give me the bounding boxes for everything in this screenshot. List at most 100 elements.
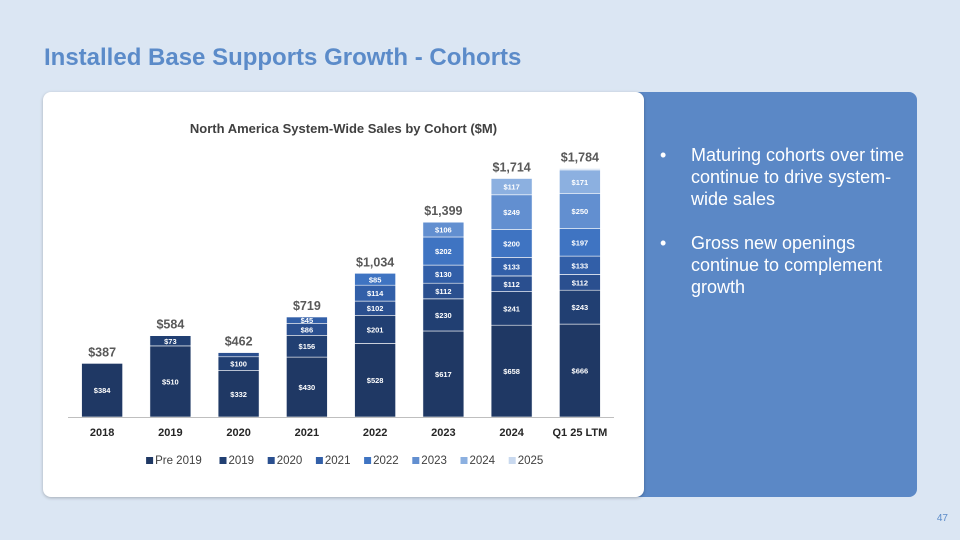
bullet-dot: • xyxy=(660,145,667,165)
legend-label: 2020 xyxy=(277,455,303,467)
bar-segment xyxy=(217,370,260,418)
legend-swatch xyxy=(267,457,275,464)
segment-label: $384 xyxy=(94,386,112,395)
legend-label: Pre 2019 xyxy=(155,455,202,467)
segment-label: $510 xyxy=(162,377,179,386)
segment-label: $666 xyxy=(572,367,589,376)
bar-segment xyxy=(559,168,601,171)
segment-label: $102 xyxy=(367,304,384,313)
segment-label: $249 xyxy=(503,208,520,217)
segment-label: $658 xyxy=(503,367,520,376)
segment-label: $332 xyxy=(230,390,247,399)
segment-label: $528 xyxy=(367,376,384,385)
segment-label: $133 xyxy=(503,263,520,272)
segment-label: $200 xyxy=(503,240,520,249)
x-tick-label: 2024 xyxy=(499,427,524,439)
total-label: $1,034 xyxy=(356,255,394,269)
bar-segment xyxy=(559,193,601,229)
segment-label: $112 xyxy=(503,280,519,289)
bar-segment xyxy=(559,289,601,325)
chart-card: North America System-Wide Sales by Cohor… xyxy=(43,92,644,497)
x-tick-label: 2021 xyxy=(295,427,319,439)
bullet-text: Maturing cohorts over time continue to d… xyxy=(691,145,905,209)
bar-segment xyxy=(286,316,328,324)
bar-segment xyxy=(422,330,465,418)
segment-label: $617 xyxy=(435,370,452,379)
bar-segment xyxy=(149,335,192,347)
bar-segment xyxy=(559,228,601,257)
total-label: $719 xyxy=(293,299,321,313)
stacked-bar-chart: $384 $387 2018 $510 $73 $584 2019 $332 $100 $462 2… xyxy=(68,151,614,467)
segment-label: $117 xyxy=(503,183,519,192)
legend-label: 2024 xyxy=(470,455,496,467)
bar-segment xyxy=(354,315,396,344)
segment-label: $201 xyxy=(367,325,384,334)
x-tick-label: 2023 xyxy=(431,427,455,439)
bar-segment xyxy=(490,178,533,196)
legend-label: 2022 xyxy=(373,455,399,467)
x-tick-label: 2019 xyxy=(158,427,182,439)
segment-label: $430 xyxy=(299,383,316,392)
legend-swatch xyxy=(146,457,154,464)
segment-label: $156 xyxy=(299,342,316,351)
total-label: $462 xyxy=(225,335,253,349)
legend-label: 2019 xyxy=(229,455,255,467)
segment-label: $202 xyxy=(435,247,452,256)
segment-label: $130 xyxy=(435,270,452,279)
segment-label: $250 xyxy=(572,207,589,216)
segment-label: $86 xyxy=(301,325,314,334)
bar-segment xyxy=(422,236,465,266)
segment-label: $100 xyxy=(230,360,247,369)
bar-segment xyxy=(149,345,192,418)
x-tick-label: 2018 xyxy=(90,427,114,439)
bullet-item: • Gross new openings continue to complem… xyxy=(660,232,910,298)
total-label: $387 xyxy=(88,345,116,359)
chart-title: North America System-Wide Sales by Cohor… xyxy=(189,121,498,136)
x-tick-label: 2020 xyxy=(226,427,250,439)
bullet-text: Gross new openings continue to complemen… xyxy=(691,233,883,297)
bar-segment xyxy=(354,273,396,286)
segment-label: $45 xyxy=(301,316,314,325)
segment-label: $106 xyxy=(435,226,452,235)
legend-swatch xyxy=(364,457,372,464)
bar-segment xyxy=(490,194,533,230)
slide-title: Installed Base Supports Growth - Cohorts xyxy=(44,44,522,71)
bar-segment xyxy=(354,343,396,418)
segment-label: $73 xyxy=(164,337,177,346)
total-label: $584 xyxy=(156,318,184,332)
legend-label: 2021 xyxy=(325,455,351,467)
legend-swatch xyxy=(219,457,227,464)
segment-label: $112 xyxy=(435,287,451,296)
legend-label: 2025 xyxy=(518,455,544,467)
bullet-item: • Maturing cohorts over time continue to… xyxy=(660,144,910,210)
segment-label: $133 xyxy=(572,261,589,270)
segment-label: $112 xyxy=(572,278,588,287)
segment-label: $114 xyxy=(367,289,384,298)
bar-segment xyxy=(81,363,123,418)
total-label: $1,399 xyxy=(424,204,462,218)
segment-label: $243 xyxy=(572,303,589,312)
page-number: 47 xyxy=(936,513,948,524)
legend-swatch xyxy=(460,457,468,464)
total-label: $1,714 xyxy=(493,161,531,175)
bar-segment xyxy=(422,221,465,238)
bar-segment xyxy=(217,352,260,358)
bar-segment xyxy=(422,298,465,332)
commentary-bullets: • Maturing cohorts over time continue to… xyxy=(660,144,910,320)
total-label: $1,784 xyxy=(561,151,599,165)
segment-label: $197 xyxy=(572,238,589,247)
legend-swatch xyxy=(412,457,420,464)
bar-segment xyxy=(490,291,533,326)
legend-swatch xyxy=(508,457,516,464)
bullet-dot: • xyxy=(660,233,667,253)
segment-label: $171 xyxy=(572,178,589,187)
segment-label: $241 xyxy=(503,304,520,313)
bar-segment xyxy=(490,229,533,258)
legend-swatch xyxy=(315,457,323,464)
commentary-panel xyxy=(600,92,917,497)
segment-label: $230 xyxy=(435,311,452,320)
legend-label: 2023 xyxy=(421,455,447,467)
segment-label: $85 xyxy=(369,275,382,284)
x-tick-label: 2022 xyxy=(363,427,387,439)
x-tick-label: Q1 25 LTM xyxy=(552,427,607,439)
